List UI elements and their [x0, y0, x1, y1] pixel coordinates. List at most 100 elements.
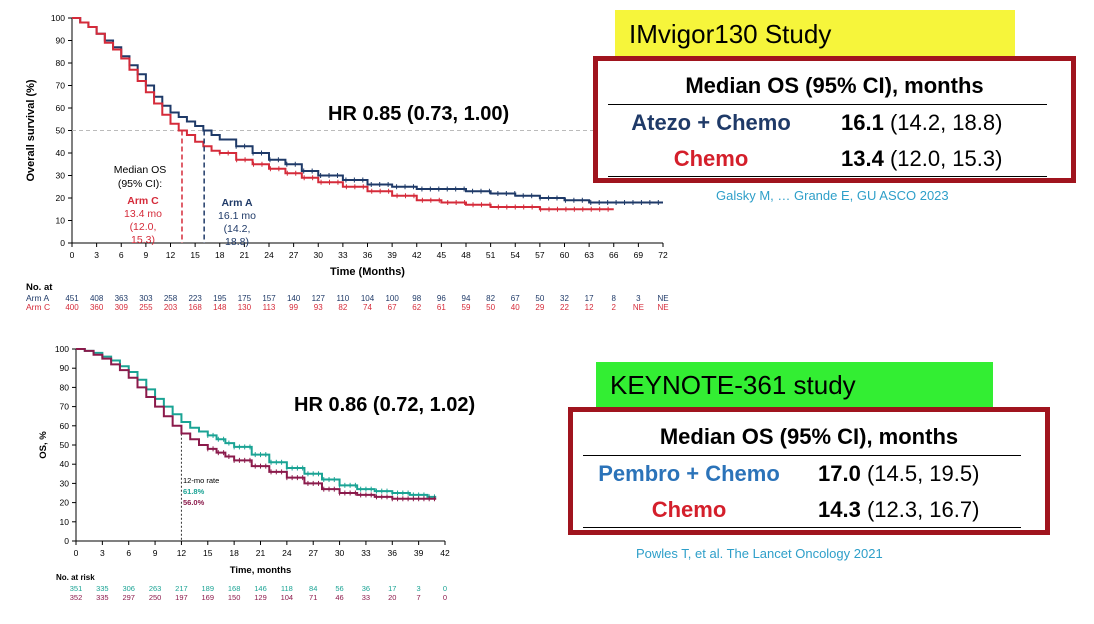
keynote-rate-chemo: 56.0%	[183, 498, 205, 507]
keynote-x-tick-label: 33	[361, 548, 371, 558]
imvigor-risk-value: 99	[289, 303, 298, 312]
imvigor-risk-value: 82	[486, 294, 495, 303]
imvigor-risk-value: 148	[213, 303, 227, 312]
keynote-ci-chemo: (12.3, 16.7)	[860, 497, 980, 522]
imvigor-rule-bottom	[608, 176, 1047, 177]
imvigor-x-tick-label: 60	[560, 250, 570, 260]
imvigor-risk-row-label: Arm C	[26, 302, 50, 312]
imvigor-os-header: Median OS (95% CI), months	[685, 73, 984, 98]
imvigor-arm-atezo: Atezo + Chemo	[631, 110, 791, 135]
imvigor-risk-value: 127	[312, 294, 326, 303]
imvigor-risk-value: 82	[338, 303, 347, 312]
imvigor-x-tick-label: 72	[658, 250, 668, 260]
keynote-risk-value: 335	[96, 593, 109, 602]
imvigor-risk-value: 168	[188, 303, 202, 312]
imvigor-ci-atezo: (14.2, 18.8)	[883, 110, 1003, 135]
imvigor-x-tick-label: 27	[289, 250, 299, 260]
keynote-risk-value: 150	[228, 593, 241, 602]
imvigor-x-tick-label: 0	[70, 250, 75, 260]
keynote-study-label: KEYNOTE-361 study	[596, 362, 993, 408]
keynote-x-tick-label: 27	[308, 548, 318, 558]
imvigor-risk-value: 50	[486, 303, 495, 312]
imvigor-risk-value: 96	[437, 294, 446, 303]
keynote-arm-chemo: Chemo	[651, 497, 727, 522]
imvigor-x-tick-label: 18	[215, 250, 225, 260]
imvigor-risk-value: 22	[560, 303, 569, 312]
imvigor-risk-value: 223	[188, 294, 202, 303]
keynote-risk-value: 306	[122, 584, 135, 593]
keynote-ci-pembro: (14.5, 19.5)	[860, 461, 980, 486]
imvigor-risk-value: 157	[262, 294, 276, 303]
imvigor-arma-label-line-0: Arm A	[221, 197, 253, 209]
imvigor-x-tick-label: 21	[240, 250, 250, 260]
imvigor-risk-value: 360	[90, 303, 104, 312]
imvigor-x-tick-label: 33	[338, 250, 348, 260]
keynote-risk-value: 352	[70, 593, 83, 602]
imvigor-risk-value: NE	[657, 303, 668, 312]
keynote-risk-value: 129	[254, 593, 267, 602]
keynote-risk-value: 33	[362, 593, 370, 602]
keynote-risk-value: 20	[388, 593, 396, 602]
keynote-risk-value: 0	[443, 593, 447, 602]
imvigor-risk-value: 50	[535, 294, 544, 303]
keynote-y-tick-label: 80	[60, 382, 70, 392]
imvigor-risk-value: 61	[437, 303, 446, 312]
keynote-y-axis-label: OS, %	[38, 431, 49, 459]
imvigor-x-tick-label: 57	[535, 250, 545, 260]
keynote-hr-text: HR 0.86 (0.72, 1.02)	[294, 394, 476, 416]
imvigor-median-chemo: 13.4	[841, 146, 884, 171]
keynote-risk-value: 351	[70, 584, 83, 593]
keynote-y-tick-label: 60	[60, 421, 70, 431]
keynote-citation: Powles T, et al. The Lancet Oncology 202…	[636, 546, 883, 561]
keynote-risk-title: No. at risk	[56, 573, 95, 582]
imvigor-risk-value: 67	[511, 294, 520, 303]
imvigor-risk-value: 110	[336, 294, 349, 303]
keynote-risk-value: 118	[281, 584, 293, 593]
imvigor-y-tick-label: 40	[56, 148, 66, 158]
imvigor-risk-value: 62	[412, 303, 421, 312]
imvigor-x-tick-label: 69	[634, 250, 644, 260]
keynote-x-tick-label: 12	[177, 548, 187, 558]
keynote-y-tick-label: 100	[55, 344, 69, 354]
keynote-risk-value: 46	[335, 593, 343, 602]
imvigor-x-tick-label: 48	[461, 250, 471, 260]
imvigor-risk-value: 113	[263, 303, 276, 312]
imvigor-x-axis-label: Time (Months)	[330, 266, 405, 278]
imvigor-risk-value: 203	[164, 303, 178, 312]
imvigor-armc-label-line-3: 15.3)	[131, 234, 155, 246]
imvigor-x-tick-label: 30	[314, 250, 324, 260]
imvigor-rule-top	[608, 104, 1047, 105]
imvigor-risk-value: NE	[633, 303, 644, 312]
imvigor-risk-value: 94	[462, 294, 471, 303]
keynote-y-tick-label: 70	[60, 402, 70, 412]
keynote-y-tick-label: 90	[60, 363, 70, 373]
keynote-x-tick-label: 9	[153, 548, 158, 558]
imvigor-risk-value: 255	[139, 303, 153, 312]
keynote-risk-value: 297	[122, 593, 135, 602]
imvigor-risk-value: 29	[535, 303, 544, 312]
imvigor-risk-value: 67	[388, 303, 397, 312]
keynote-rate-pembro: 61.8%	[183, 487, 205, 496]
imvigor-x-tick-label: 63	[584, 250, 594, 260]
keynote-risk-value: 0	[443, 584, 447, 593]
imvigor-x-tick-label: 54	[511, 250, 521, 260]
keynote-y-tick-label: 40	[60, 459, 70, 469]
imvigor-y-tick-label: 100	[51, 13, 65, 23]
keynote-x-tick-label: 18	[229, 548, 239, 558]
imvigor-citation: Galsky M, … Grande E, GU ASCO 2023	[716, 188, 949, 203]
imvigor-y-tick-label: 50	[56, 126, 66, 136]
keynote-rate-title: 12-mo rate	[183, 476, 219, 485]
keynote-risk-value: 168	[228, 584, 241, 593]
imvigor-risk-value: 175	[238, 294, 252, 303]
imvigor-median-atezo: 16.1	[841, 110, 884, 135]
imvigor-risk-value: 40	[511, 303, 520, 312]
imvigor-arm-chemo: Chemo	[673, 146, 749, 171]
imvigor-median-os-label-line-1: (95% CI):	[118, 178, 162, 190]
keynote-risk-value: 3	[417, 584, 421, 593]
imvigor-risk-value: 100	[385, 294, 399, 303]
keynote-median-chemo: 14.3	[818, 497, 861, 522]
imvigor-x-tick-label: 3	[94, 250, 99, 260]
keynote-risk-value: 189	[202, 584, 215, 593]
imvigor-x-tick-label: 6	[119, 250, 124, 260]
keynote-risk-value: 335	[96, 584, 109, 593]
